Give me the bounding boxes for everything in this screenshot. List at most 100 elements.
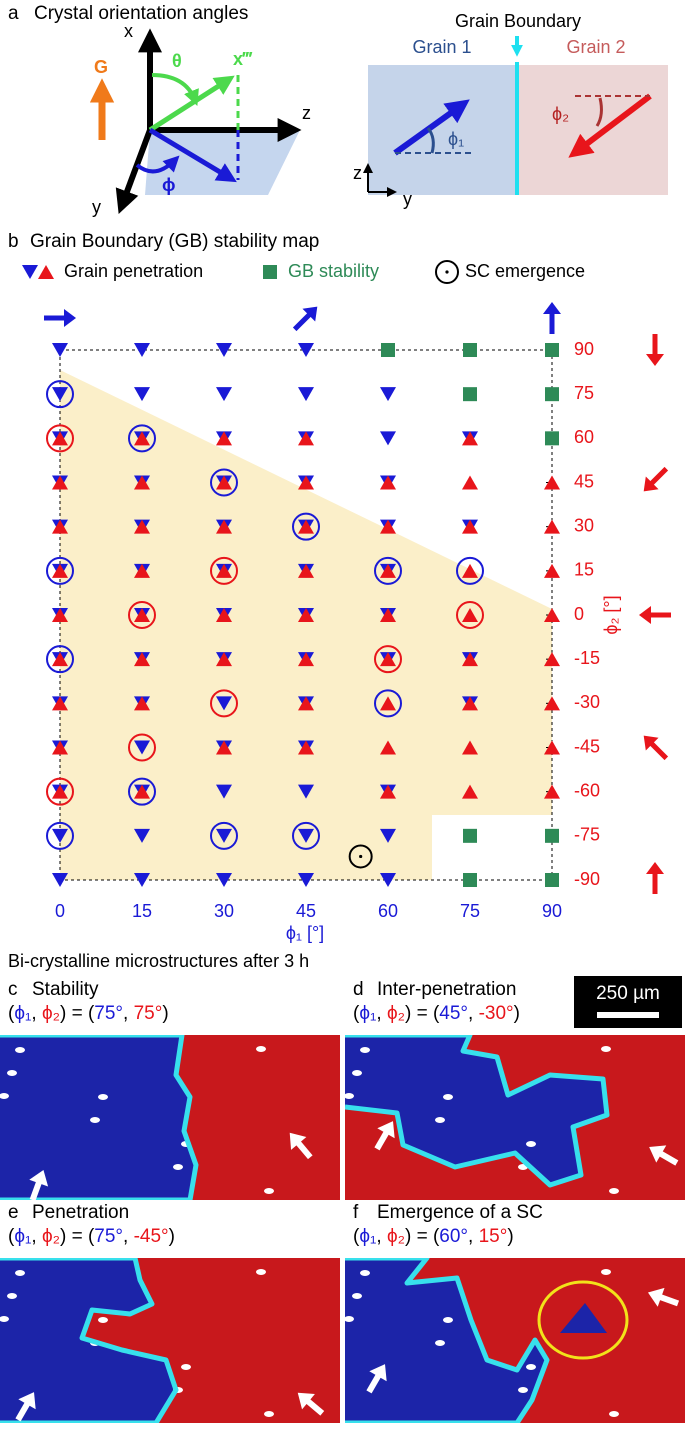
angle-label-part: ) = ( [405, 1226, 440, 1247]
angle-label: (ϕ₁, ϕ₂) = (75°, -45°) [8, 1226, 175, 1247]
scale-bar-label: 250 µm [596, 983, 660, 1004]
triangle-up-marker [298, 608, 314, 622]
pore [345, 1316, 354, 1322]
triangle-up-marker [134, 431, 150, 446]
ring-marker [128, 601, 156, 629]
triangle-up-marker [52, 563, 68, 578]
pore [15, 1270, 25, 1276]
triangle-up-marker [380, 696, 396, 711]
arrow-head [377, 1121, 395, 1139]
angle-label-part: -30° [479, 1003, 514, 1024]
square-marker [545, 828, 559, 843]
phi1-label: ϕ₁ [448, 129, 464, 149]
legend-label: Grain penetration [64, 261, 203, 281]
angle-label-part: ) = ( [60, 1226, 95, 1247]
triangle-up-marker [462, 475, 478, 490]
angle-label-part: -45° [134, 1226, 169, 1247]
triangle-up-marker [380, 784, 396, 799]
triangle-up-marker [52, 519, 68, 534]
x-tick-label: 75 [460, 901, 480, 921]
sc-grain [560, 1303, 607, 1333]
pore [609, 1188, 619, 1194]
angle-label-part: ) = ( [60, 1003, 95, 1024]
angle-label-part: ϕ₁ [14, 1003, 31, 1024]
triangle-up-marker [462, 608, 478, 622]
orientation-arrow [646, 862, 664, 894]
triangle-up-marker [134, 475, 150, 490]
triangle-up-marker [298, 740, 314, 755]
y-tick-label: 90 [574, 339, 594, 359]
grain-1 [368, 65, 517, 195]
pore [526, 1141, 536, 1147]
panel-title: Emergence of a SC [377, 1202, 543, 1223]
pore [15, 1047, 25, 1053]
grain-label: Grain 2 [566, 37, 625, 57]
pore [435, 1117, 445, 1123]
legend-label: GB stability [288, 261, 379, 281]
ring-marker [210, 468, 238, 497]
triangle-up-marker [298, 475, 314, 490]
pore [609, 1411, 619, 1417]
angle-label-part: ) [507, 1226, 513, 1247]
sc-ring [435, 260, 459, 284]
triangle-up-marker [52, 696, 68, 711]
angle-label-part: ( [353, 1226, 360, 1247]
triangle-up-marker [52, 431, 68, 446]
axis-label: y [92, 197, 101, 217]
y-tick-label: -75 [574, 825, 600, 845]
orientation-arrow [543, 302, 561, 334]
triangle-down-marker [298, 873, 314, 887]
grain-1-region [345, 1258, 547, 1423]
ring-marker [46, 424, 74, 453]
angle-label-part: , [31, 1003, 42, 1024]
arrow-head [649, 1145, 667, 1163]
square-marker [545, 873, 559, 887]
square-marker [545, 343, 559, 357]
triangle-up-marker [544, 475, 560, 490]
grain-label: Grain 1 [412, 37, 471, 57]
y-tick-label: -90 [574, 869, 600, 889]
angle-label-part: ϕ₁ [14, 1226, 31, 1247]
orientation-arrow [643, 466, 669, 492]
axis-label: x [124, 21, 133, 41]
pore [435, 1340, 445, 1346]
triangle-up-marker [216, 475, 232, 490]
triangle-down-marker [134, 343, 150, 357]
angle-label-part: 15° [479, 1226, 508, 1247]
triangle-down-marker [380, 873, 396, 887]
triangle-up-marker [216, 740, 232, 755]
y-tick-label: 30 [574, 515, 594, 535]
phi2-arrows [639, 334, 671, 894]
pore [360, 1270, 370, 1276]
triangle-up-marker [134, 563, 150, 578]
ring-marker [292, 821, 320, 850]
angle-label-part: ϕ₁ [359, 1003, 376, 1024]
phi2-arc [595, 97, 603, 127]
ring-marker [128, 777, 156, 806]
angle-label-part: 45° [439, 1003, 468, 1024]
panel-title: Crystal orientation angles [34, 3, 248, 24]
angle-label-part: 75° [94, 1003, 123, 1024]
pore [181, 1364, 191, 1370]
x-tick-label: 30 [214, 901, 234, 921]
triangle-up-marker [134, 784, 150, 799]
triangle-up-marker [462, 784, 478, 799]
triangle-up-marker [462, 431, 478, 446]
angle-label-part: , [468, 1003, 479, 1024]
grain-arrow [29, 1169, 49, 1200]
triangle-down-marker [52, 828, 68, 843]
grain-2 [517, 65, 668, 195]
x-prime-label: x‴ [233, 49, 253, 69]
angle-label-part: , [31, 1226, 42, 1247]
angle-label: (ϕ₁, ϕ₂) = (60°, 15°) [353, 1226, 514, 1247]
y-tick-label: -45 [574, 736, 600, 756]
angle-label-part: 75° [94, 1226, 123, 1247]
square-marker [263, 265, 277, 279]
angle-label-part: ϕ₁ [359, 1226, 376, 1247]
axis-label: z [353, 163, 362, 183]
triangle-up-marker [380, 519, 396, 534]
triangle-up-marker [462, 696, 478, 711]
y-tick-label: -15 [574, 648, 600, 668]
triangle-up-marker [544, 563, 560, 578]
pore [264, 1188, 274, 1194]
